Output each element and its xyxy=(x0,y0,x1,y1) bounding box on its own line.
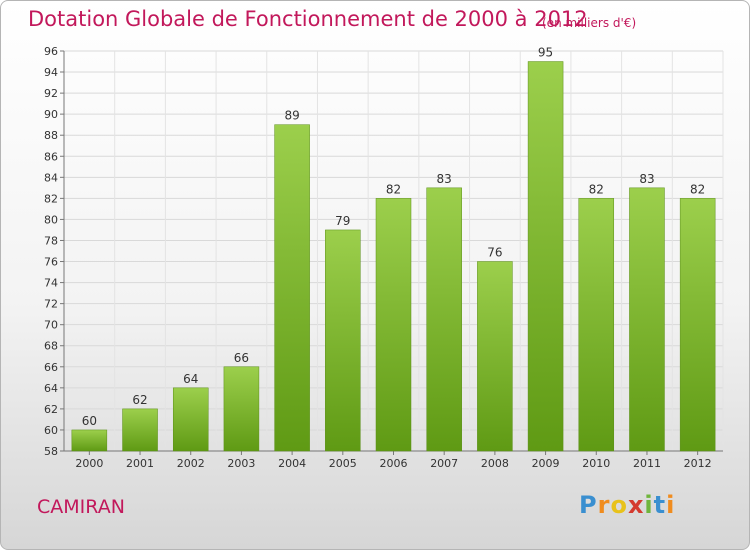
y-tick-label: 62 xyxy=(44,403,58,416)
y-tick-label: 96 xyxy=(44,45,58,58)
bar-value-label: 82 xyxy=(690,182,705,196)
bar-2003 xyxy=(223,366,260,452)
x-tick-label: 2000 xyxy=(75,457,103,470)
y-tick-label: 74 xyxy=(44,277,58,290)
commune-name: CAMIRAN xyxy=(37,496,125,518)
x-tick-label: 2010 xyxy=(582,457,610,470)
y-tick-label: 58 xyxy=(44,445,58,458)
logo-letter: x xyxy=(627,491,645,519)
y-tick-label: 80 xyxy=(44,213,58,226)
y-tick-label: 64 xyxy=(44,382,58,395)
bar-2008 xyxy=(477,261,513,452)
y-tick-label: 68 xyxy=(44,340,58,353)
y-tick-label: 84 xyxy=(44,171,58,184)
logo-letter: t xyxy=(653,491,667,519)
logo-letter: P xyxy=(579,491,598,519)
bar-value-label: 64 xyxy=(183,372,198,386)
bar-2009 xyxy=(527,61,564,452)
bar-2007 xyxy=(426,187,462,452)
y-tick-label: 72 xyxy=(44,298,58,311)
y-tick-label: 78 xyxy=(44,234,58,247)
bar-2012 xyxy=(679,198,716,452)
y-tick-label: 60 xyxy=(44,424,58,437)
bar-2001 xyxy=(122,408,158,452)
bar-value-label: 62 xyxy=(132,393,147,407)
logo-letter: r xyxy=(597,491,611,519)
bar-value-label: 83 xyxy=(437,172,452,186)
bar-value-label: 83 xyxy=(639,172,654,186)
bar-value-label: 82 xyxy=(386,182,401,196)
x-tick-label: 2004 xyxy=(278,457,306,470)
y-tick-label: 88 xyxy=(44,129,58,142)
x-tick-label: 2008 xyxy=(481,457,509,470)
x-tick-label: 2012 xyxy=(684,457,712,470)
logo-letter: o xyxy=(610,491,628,519)
chart-subtitle: (en milliers d'€) xyxy=(542,16,637,30)
y-tick-label: 82 xyxy=(44,192,58,205)
bar-2000 xyxy=(71,429,108,452)
x-tick-label: 2003 xyxy=(227,457,255,470)
bar-value-label: 82 xyxy=(589,182,604,196)
bar-2006 xyxy=(375,198,412,452)
x-tick-label: 2009 xyxy=(532,457,560,470)
bar-value-label: 66 xyxy=(234,351,249,365)
bar-2005 xyxy=(325,229,361,452)
y-tick-label: 66 xyxy=(44,361,58,374)
x-tick-label: 2002 xyxy=(177,457,205,470)
x-tick-label: 2005 xyxy=(329,457,357,470)
x-tick-label: 2001 xyxy=(126,457,154,470)
x-tick-label: 2006 xyxy=(380,457,408,470)
x-tick-label: 2011 xyxy=(633,457,661,470)
bar-2004 xyxy=(274,124,310,452)
bar-2002 xyxy=(172,387,209,452)
proxiti-logo: Proxiti xyxy=(579,491,675,519)
bar-value-label: 89 xyxy=(284,109,299,123)
y-tick-label: 86 xyxy=(44,150,58,163)
y-tick-label: 94 xyxy=(44,66,58,79)
bar-value-label: 76 xyxy=(487,246,502,260)
chart-title: Dotation Globale de Fonctionnement de 20… xyxy=(28,7,588,31)
bar-value-label: 79 xyxy=(335,214,350,228)
logo-letter: i xyxy=(666,491,676,519)
bar-value-label: 95 xyxy=(538,46,553,60)
bar-value-label: 60 xyxy=(82,414,97,428)
logo-letter: i xyxy=(644,491,654,519)
y-tick-label: 76 xyxy=(44,256,58,269)
bar-2010 xyxy=(578,198,615,452)
y-tick-label: 70 xyxy=(44,319,58,332)
y-tick-label: 92 xyxy=(44,87,58,100)
x-tick-label: 2007 xyxy=(430,457,458,470)
bar-2011 xyxy=(629,187,665,452)
bar-chart: 58 60 62 64 66 68 70 72 74 76 78 80 82 84 86 88 90 92 94 96… xyxy=(44,45,724,470)
y-tick-label: 90 xyxy=(44,108,58,121)
